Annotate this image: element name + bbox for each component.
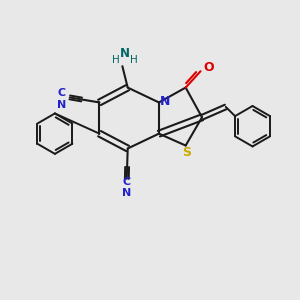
Text: H: H — [130, 55, 137, 64]
Text: N: N — [57, 100, 66, 110]
Text: C: C — [123, 177, 131, 187]
Text: O: O — [203, 61, 214, 74]
Text: C: C — [57, 88, 65, 98]
Text: S: S — [182, 146, 191, 159]
Text: N: N — [122, 188, 131, 198]
Text: N: N — [120, 47, 130, 60]
Text: H: H — [112, 55, 120, 64]
Text: N: N — [160, 95, 171, 108]
